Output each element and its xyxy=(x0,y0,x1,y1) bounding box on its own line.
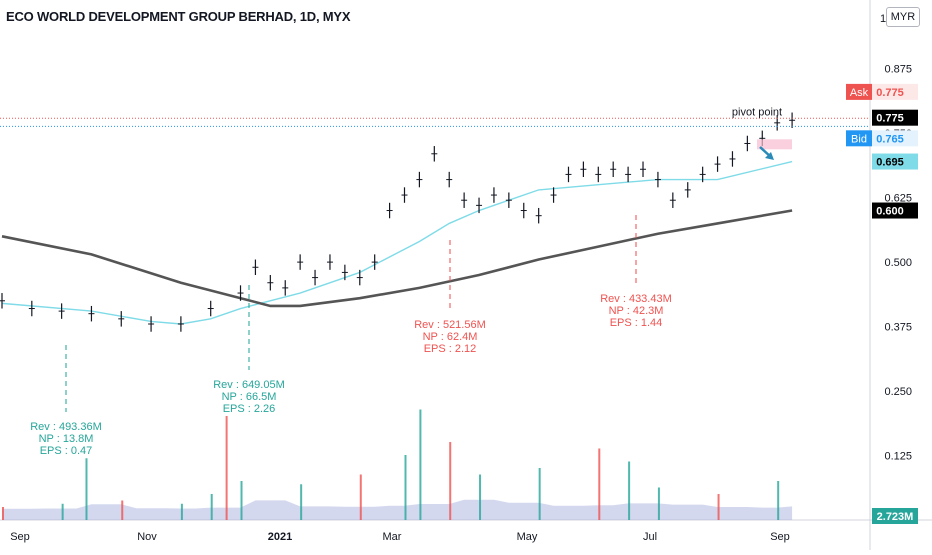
annotation-text: NP : 42.3M xyxy=(609,305,664,317)
volume-value-bg xyxy=(872,508,918,524)
bid-value: 0.765 xyxy=(876,133,904,145)
bid-value-tag: Bid xyxy=(851,133,867,145)
ma-long-line xyxy=(1,209,793,308)
volume-bar xyxy=(85,458,88,520)
pivot-box xyxy=(757,139,792,150)
annotation-text: Rev : 433.43M xyxy=(600,293,672,305)
x-tick-label: 2021 xyxy=(268,531,292,543)
volume-bar xyxy=(359,474,362,520)
last-price-bg xyxy=(872,109,918,126)
y-tick-label: 1 xyxy=(880,13,886,25)
volume-bar xyxy=(2,507,4,520)
ma-long-value: 0.600 xyxy=(876,206,904,218)
ask-value-bg xyxy=(872,83,918,100)
pivot-arrow-head xyxy=(765,152,774,160)
x-tick-label: Mar xyxy=(383,531,402,543)
annotation-text: Rev : 649.05M xyxy=(213,379,285,391)
pivot-label: pivot point xyxy=(732,107,782,119)
annotation-text: EPS : 1.44 xyxy=(610,317,663,329)
x-tick-label: Sep xyxy=(10,531,30,543)
volume-bar xyxy=(61,503,64,520)
volume-bar xyxy=(121,500,124,520)
volume-bar xyxy=(225,416,228,520)
annotation-text: EPS : 2.12 xyxy=(424,343,477,355)
ma-short-value-bg xyxy=(872,153,918,170)
ma-short-value: 0.695 xyxy=(876,157,904,169)
currency-button[interactable]: MYR xyxy=(886,7,920,27)
volume-bar xyxy=(419,409,422,520)
volume-ma-area xyxy=(2,499,793,520)
volume-bar xyxy=(538,468,541,520)
ma-short-line xyxy=(1,160,793,325)
y-tick-label: 0.500 xyxy=(884,257,912,269)
bid-value-tag-bg xyxy=(846,130,872,147)
volume-bar xyxy=(180,503,183,520)
annotation-text: EPS : 0.47 xyxy=(40,445,93,457)
volume-bar xyxy=(300,484,303,520)
annotation-text: NP : 66.5M xyxy=(222,391,277,403)
x-tick-label: Nov xyxy=(137,531,157,543)
volume-bar xyxy=(479,474,482,520)
chart-title: ECO WORLD DEVELOPMENT GROUP BERHAD, 1D, … xyxy=(6,9,351,24)
ma-long-value-bg xyxy=(872,202,918,219)
ask-value-tag-bg xyxy=(846,83,872,100)
x-tick-label: May xyxy=(517,531,538,543)
volume-bar xyxy=(210,494,213,520)
annotation-text: NP : 62.4M xyxy=(423,331,478,343)
annotation-text: NP : 13.8M xyxy=(39,433,94,445)
ask-value: 0.775 xyxy=(876,87,904,99)
ask-value-tag: Ask xyxy=(850,87,869,99)
annotation-text: Rev : 521.56M xyxy=(414,319,486,331)
volume-bar xyxy=(657,487,660,520)
volume-bar xyxy=(404,455,407,520)
y-tick-label: 0.125 xyxy=(884,451,912,463)
y-tick-label: 0.250 xyxy=(884,386,912,398)
last-price: 0.775 xyxy=(876,113,904,125)
volume-bar xyxy=(449,442,452,520)
volume-bar xyxy=(717,494,720,520)
x-tick-label: Jul xyxy=(643,531,657,543)
bid-value-bg xyxy=(872,130,918,147)
volume-value: 2.723M xyxy=(877,511,914,523)
annotation-text: EPS : 2.26 xyxy=(223,403,276,415)
volume-bar xyxy=(598,448,601,520)
y-tick-label: 0.375 xyxy=(884,322,912,334)
x-tick-label: Sep xyxy=(770,531,790,543)
volume-bar xyxy=(777,481,780,520)
volume-bar xyxy=(240,481,243,520)
volume-bar xyxy=(628,461,631,520)
y-tick-label: 0.625 xyxy=(884,193,912,205)
y-tick-label: 0.875 xyxy=(884,64,912,76)
annotation-text: Rev : 493.36M xyxy=(30,421,102,433)
